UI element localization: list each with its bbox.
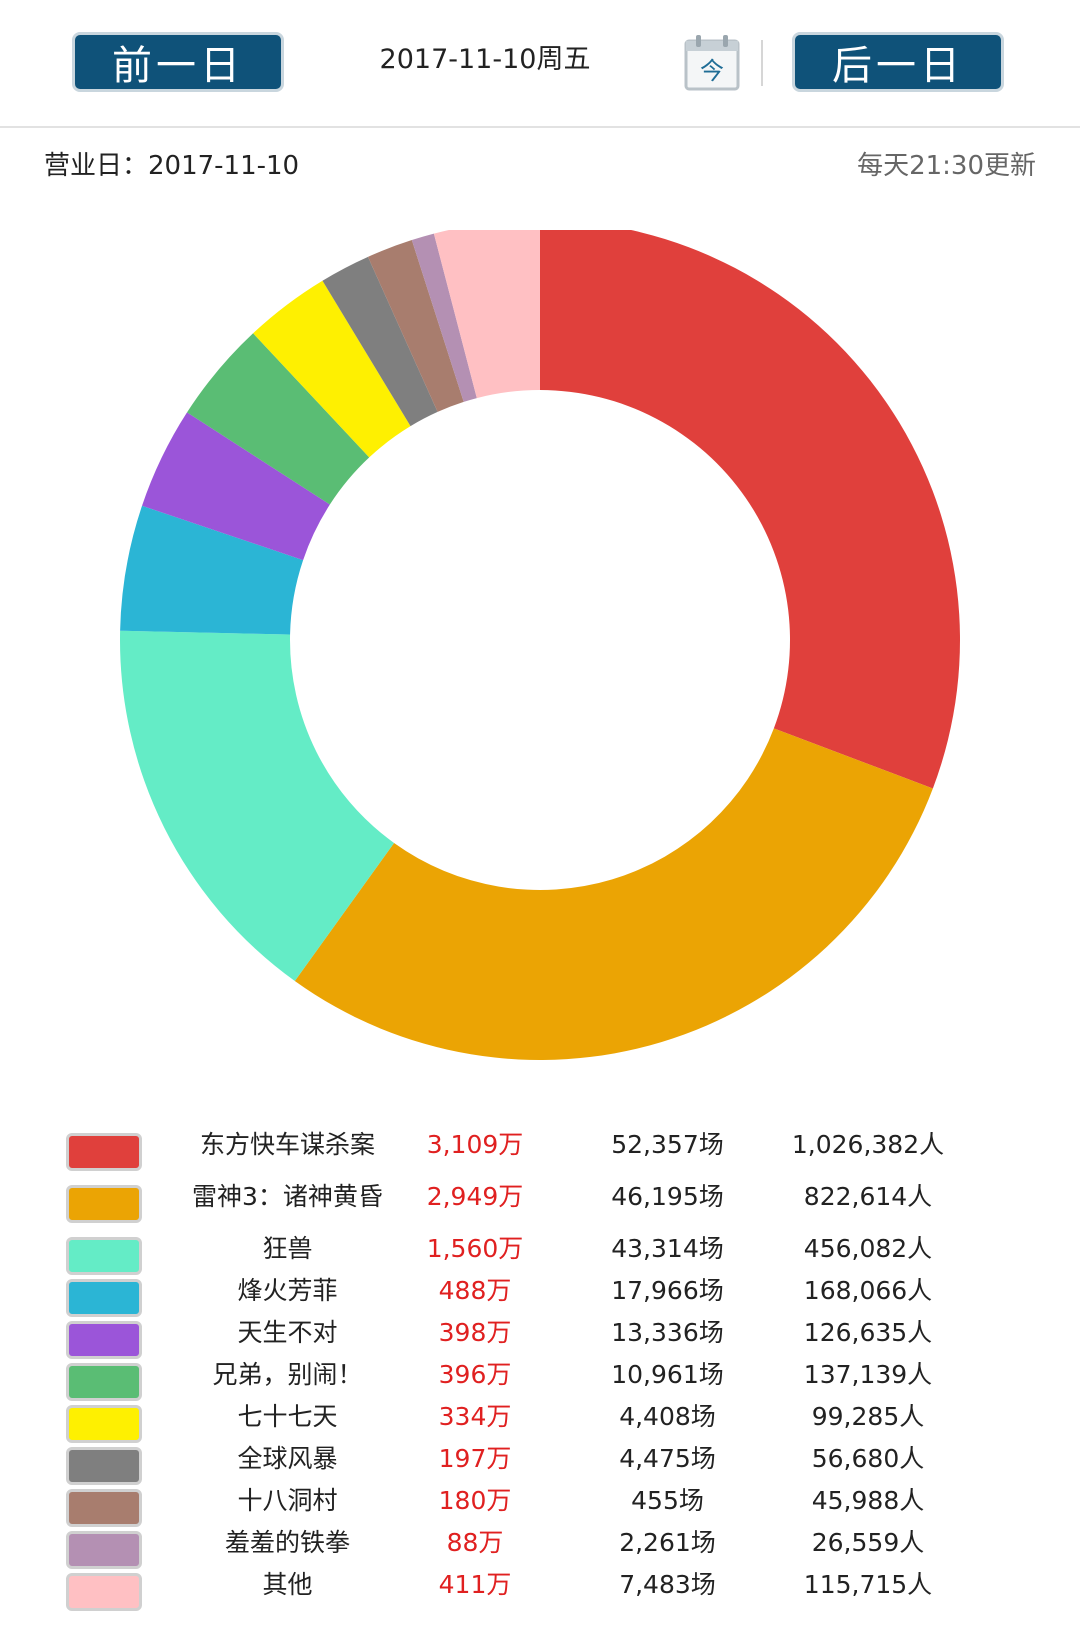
show-count: 17,966场 — [611, 1276, 724, 1305]
audience-count: 115,715人 — [803, 1570, 933, 1599]
audience-count: 137,139人 — [803, 1360, 933, 1389]
movie-name: 雷神3：诸神黄昏 — [192, 1182, 383, 1211]
divider — [761, 40, 763, 86]
legend-row: 烽火芳菲 488万 17,966场 168,066人 — [0, 1276, 1080, 1318]
donut-slice[interactable] — [187, 333, 370, 505]
legend-swatch — [66, 1489, 142, 1527]
show-count: 4,408场 — [619, 1402, 716, 1431]
top-bar: 前一日 2017-11-10周五 今 后一日 — [0, 0, 1080, 128]
legend-row: 兄弟，别闹！ 396万 10,961场 137,139人 — [0, 1360, 1080, 1402]
movie-name: 东方快车谋杀案 — [199, 1130, 375, 1159]
audience-count: 26,559人 — [811, 1528, 925, 1557]
donut-slice[interactable] — [433, 220, 540, 399]
movie-name: 狂兽 — [262, 1234, 313, 1263]
show-count: 52,357场 — [611, 1130, 724, 1159]
audience-count: 45,988人 — [811, 1486, 925, 1515]
audience-count: 1,026,382人 — [791, 1130, 945, 1159]
legend-swatch — [66, 1363, 142, 1401]
donut-slice[interactable] — [367, 240, 464, 412]
show-count: 455场 — [631, 1486, 704, 1515]
legend-swatch — [66, 1321, 142, 1359]
box-office: 3,109万 — [426, 1130, 524, 1159]
update-note: 每天21:30更新 — [857, 151, 1036, 181]
show-count: 43,314场 — [611, 1234, 724, 1263]
legend-swatch — [66, 1185, 142, 1223]
legend-row: 狂兽 1,560万 43,314场 456,082人 — [0, 1234, 1080, 1276]
business-day: 营业日：2017-11-10 — [44, 151, 300, 181]
audience-count: 126,635人 — [803, 1318, 933, 1347]
audience-count: 99,285人 — [811, 1402, 925, 1431]
donut-slice[interactable] — [294, 728, 933, 1060]
donut-slice[interactable] — [120, 505, 304, 635]
box-office: 180万 — [438, 1486, 512, 1515]
box-office: 411万 — [438, 1570, 512, 1599]
legend-row: 其他 411万 7,483场 115,715人 — [0, 1570, 1080, 1612]
legend-swatch — [66, 1237, 142, 1275]
chart-area — [0, 220, 1080, 1110]
box-office: 2,949万 — [426, 1182, 524, 1211]
legend-row: 天生不对 398万 13,336场 126,635人 — [0, 1318, 1080, 1360]
movie-name: 七十七天 — [237, 1402, 338, 1431]
audience-count: 822,614人 — [803, 1182, 933, 1211]
box-office: 334万 — [438, 1402, 512, 1431]
movie-name: 兄弟，别闹！ — [212, 1360, 363, 1389]
legend-swatch — [66, 1573, 142, 1611]
calendar-today-label: 今 — [700, 57, 724, 85]
audience-count: 168,066人 — [803, 1276, 933, 1305]
box-office: 488万 — [438, 1276, 512, 1305]
box-office: 88万 — [446, 1528, 504, 1557]
legend-row: 十八洞村 180万 455场 45,988人 — [0, 1486, 1080, 1528]
previous-day-button[interactable]: 前一日 — [72, 32, 284, 92]
legend-row: 羞羞的铁拳 88万 2,261场 26,559人 — [0, 1528, 1080, 1570]
box-office: 398万 — [438, 1318, 512, 1347]
legend-swatch — [66, 1531, 142, 1569]
legend-row: 东方快车谋杀案 3,109万 52,357场 1,026,382人 — [0, 1130, 1080, 1172]
show-count: 13,336场 — [611, 1318, 724, 1347]
next-day-button[interactable]: 后一日 — [792, 32, 1004, 92]
show-count: 7,483场 — [619, 1570, 716, 1599]
box-office: 396万 — [438, 1360, 512, 1389]
movie-name: 烽火芳菲 — [237, 1276, 338, 1305]
audience-count: 56,680人 — [811, 1444, 925, 1473]
legend-swatch — [66, 1405, 142, 1443]
movie-name: 天生不对 — [237, 1318, 338, 1347]
show-count: 4,475场 — [619, 1444, 716, 1473]
legend-swatch — [66, 1279, 142, 1317]
donut-slice[interactable] — [540, 220, 961, 789]
legend-swatch — [66, 1133, 142, 1171]
donut-slice[interactable] — [411, 233, 477, 402]
box-office: 1,560万 — [426, 1234, 524, 1263]
calendar-today-icon[interactable]: 今 — [683, 33, 741, 93]
show-count: 2,261场 — [619, 1528, 716, 1557]
legend-row: 雷神3：诸神黄昏 2,949万 46,195场 822,614人 — [0, 1182, 1080, 1224]
current-date: 2017-11-10周五 — [379, 44, 591, 75]
show-count: 10,961场 — [611, 1360, 724, 1389]
donut-slice[interactable] — [120, 630, 395, 982]
audience-count: 456,082人 — [803, 1234, 933, 1263]
donut-slice[interactable] — [142, 412, 330, 561]
box-office-donut-chart — [120, 220, 961, 1060]
donut-slice[interactable] — [253, 280, 411, 458]
donut-slice[interactable] — [322, 256, 438, 427]
legend-row: 七十七天 334万 4,408场 99,285人 — [0, 1402, 1080, 1444]
movie-name: 十八洞村 — [237, 1486, 338, 1515]
movie-name: 羞羞的铁拳 — [224, 1528, 350, 1557]
box-office: 197万 — [438, 1444, 512, 1473]
legend-swatch — [66, 1447, 142, 1485]
movie-name: 全球风暴 — [237, 1444, 338, 1473]
movie-name: 其他 — [262, 1570, 313, 1599]
show-count: 46,195场 — [611, 1182, 724, 1211]
legend-row: 全球风暴 197万 4,475场 56,680人 — [0, 1444, 1080, 1486]
